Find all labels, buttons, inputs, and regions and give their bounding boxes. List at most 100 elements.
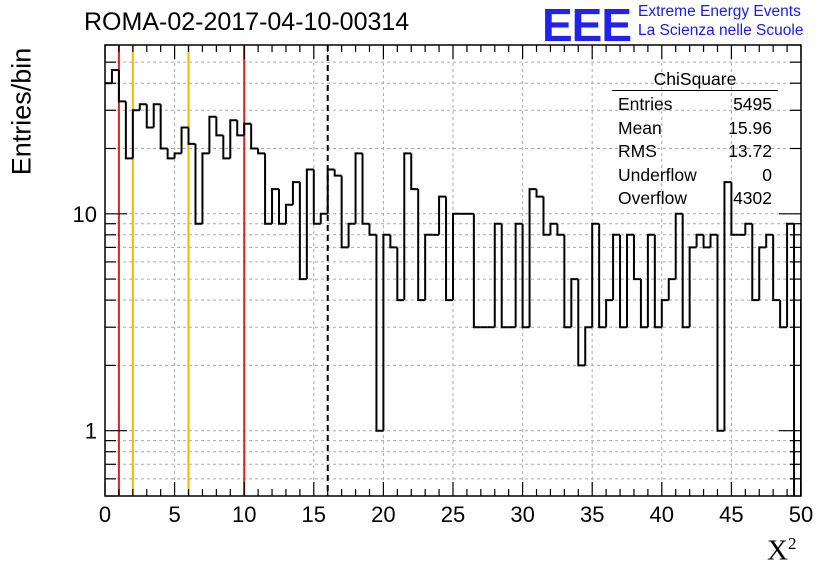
histogram-bin xyxy=(612,233,621,301)
eee-logo: EEE xyxy=(542,0,632,51)
stats-value: 4302 xyxy=(733,188,772,208)
y-axis-label: Entries/bin xyxy=(6,47,37,176)
histogram-bin xyxy=(424,233,433,301)
histogram-bin xyxy=(695,233,704,248)
histogram-bin xyxy=(375,234,384,432)
histogram-bin xyxy=(639,279,648,329)
x-tick-label: 10 xyxy=(232,502,256,527)
stats-label: Overflow xyxy=(618,188,688,208)
histogram-bin xyxy=(410,153,419,191)
stats-label: Entries xyxy=(618,94,673,114)
stats-label: Mean xyxy=(618,117,662,138)
histogram-bin xyxy=(598,223,607,329)
x-axis-label-base: X xyxy=(767,534,788,567)
chart-title: ROMA-02-2017-04-10-00314 xyxy=(84,8,410,36)
histogram-bin xyxy=(542,196,551,236)
x-tick-label: 15 xyxy=(302,502,326,527)
histogram-bin xyxy=(159,104,168,150)
logo-caption-line2: La Scienza nelle Scuole xyxy=(638,22,804,39)
stats-value: 15.96 xyxy=(728,117,772,138)
x-tick-label: 45 xyxy=(719,502,743,527)
stats-row: Entries 5495 xyxy=(612,93,778,117)
histogram-bin xyxy=(758,246,767,301)
histogram-bin xyxy=(152,103,161,128)
histogram-bin xyxy=(556,223,565,236)
histogram-bin xyxy=(772,234,781,302)
histogram-bin xyxy=(452,212,460,301)
x-tick-label: 25 xyxy=(441,502,465,527)
histogram-bin xyxy=(660,299,669,328)
histogram-bin xyxy=(563,234,572,329)
y-tick-label: 1 xyxy=(85,419,97,444)
histogram-bin xyxy=(730,182,739,236)
stats-row: Overflow 4302 xyxy=(612,187,778,211)
axis-ticks xyxy=(104,44,802,497)
histogram-bin xyxy=(521,223,530,329)
histogram-bin xyxy=(340,175,349,249)
x-tick-label: 35 xyxy=(580,502,604,527)
y-tick-label: 10 xyxy=(73,202,97,227)
histogram-bin xyxy=(284,203,293,224)
histogram-bin xyxy=(584,326,593,366)
histogram-bin xyxy=(605,299,614,328)
histogram-bin xyxy=(716,234,725,432)
histogram-bin xyxy=(305,168,314,280)
histogram-bin xyxy=(577,279,586,367)
histogram-bin xyxy=(751,223,760,302)
histogram-bin xyxy=(278,189,286,225)
histogram-bin xyxy=(472,213,481,329)
x-tick-label: 30 xyxy=(510,502,534,527)
histogram-bin xyxy=(173,152,182,159)
histogram-bin xyxy=(723,181,732,431)
histogram-bin xyxy=(403,152,412,301)
histogram-bin xyxy=(215,116,224,137)
histogram-bin xyxy=(187,127,196,145)
histogram-bin xyxy=(298,182,307,281)
histogram-bin xyxy=(674,212,683,280)
histogram-bin xyxy=(514,222,523,328)
histogram-bin xyxy=(500,223,509,329)
histogram-bin xyxy=(389,234,398,249)
histogram-bin xyxy=(667,278,676,301)
histogram-bin xyxy=(166,148,175,160)
x-tick-label: 5 xyxy=(168,502,180,527)
stats-value: 0 xyxy=(762,164,772,185)
histogram-bin xyxy=(333,169,342,177)
x-axis-label: X2 xyxy=(767,534,796,568)
histogram-bin xyxy=(793,223,796,496)
histogram-bin xyxy=(291,181,300,205)
stats-row: Underflow 0 xyxy=(612,164,778,188)
histogram-bin xyxy=(361,153,370,225)
histogram-bin xyxy=(779,300,788,329)
tick-labels: 0 5 10 15 20 25 30 35 40 45 50 1 10 xyxy=(73,202,814,527)
histogram-bin xyxy=(570,278,579,328)
histogram-bin xyxy=(528,188,537,328)
histogram-bin xyxy=(688,246,697,328)
histogram-bin xyxy=(653,234,662,329)
stats-value: 13.72 xyxy=(728,141,772,161)
logo-caption-line1: Extreme Energy Events xyxy=(638,3,801,20)
histogram-bin xyxy=(194,143,203,225)
histogram-bin xyxy=(180,126,189,154)
histogram-bin xyxy=(591,222,600,328)
histogram-bins xyxy=(105,69,801,496)
histogram-bin xyxy=(236,120,245,137)
histogram-bin xyxy=(131,109,140,159)
histogram-bin xyxy=(257,148,266,155)
histogram-bin xyxy=(535,189,544,198)
histogram-bin xyxy=(271,188,279,224)
x-tick-label: 20 xyxy=(371,502,395,527)
histogram-bin xyxy=(619,234,627,329)
histogram-bin xyxy=(445,196,453,302)
histogram-bin xyxy=(626,233,634,328)
histogram-bin xyxy=(396,247,405,302)
threshold-lines xyxy=(117,45,329,496)
stats-title: ChiSquare xyxy=(612,68,778,91)
histogram-bin xyxy=(646,233,655,328)
histogram-bin xyxy=(110,69,119,84)
histogram-bin xyxy=(765,233,774,248)
histogram-bin xyxy=(354,152,363,224)
stats-label: Underflow xyxy=(618,164,697,185)
histogram-bin xyxy=(549,222,558,235)
